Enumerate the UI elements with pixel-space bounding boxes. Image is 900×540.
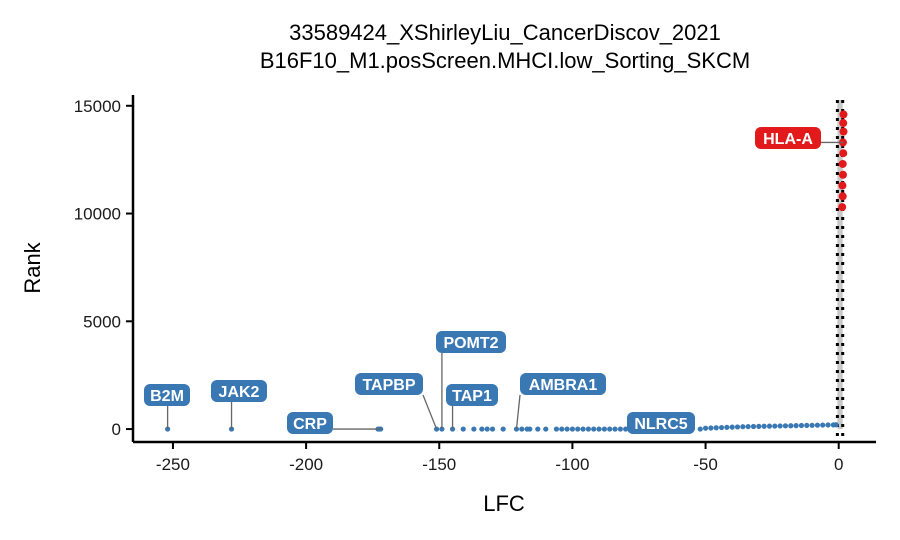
data-point-negative: [750, 423, 757, 430]
data-point-negative: [569, 426, 576, 432]
label-box: [446, 384, 498, 406]
data-point-negative: [489, 426, 496, 432]
data-point-negative: [607, 426, 613, 432]
data-point-negative: [702, 425, 709, 431]
y-tick-label: 15000: [74, 97, 121, 116]
data-point-negative: [777, 423, 783, 429]
data-point-negative: [724, 424, 730, 430]
data-point-negative: [484, 426, 490, 432]
data-point-negative: [519, 426, 525, 432]
data-point-negative: [825, 422, 831, 428]
y-axis-title: Rank: [20, 241, 45, 293]
x-tick-label: -250: [156, 455, 190, 474]
data-point-positive: [838, 203, 847, 212]
data-point-negative: [761, 423, 767, 429]
data-point-negative: [559, 426, 565, 432]
label-box: [755, 127, 821, 149]
point-label: TAPBP: [362, 377, 415, 394]
label-box: [436, 331, 506, 353]
x-tick-label: -150: [422, 455, 456, 474]
label-box: [520, 373, 606, 395]
data-point-negative: [697, 426, 703, 432]
data-point-negative: [585, 426, 591, 432]
point-label: JAK2: [219, 384, 260, 401]
data-point-negative: [734, 424, 741, 430]
data-point-positive: [839, 110, 848, 119]
data-point-negative: [596, 426, 602, 432]
point-label: HLA-A: [763, 131, 813, 148]
data-point-negative: [756, 423, 762, 429]
cutoff-band: [837, 100, 843, 430]
data-point-negative: [745, 423, 751, 430]
data-point-negative: [772, 423, 778, 429]
data-point-negative: [535, 426, 541, 432]
x-tick-label: -200: [289, 455, 323, 474]
label-connector: [515, 394, 521, 430]
data-point-negative: [713, 425, 719, 431]
data-point-negative: [460, 426, 466, 432]
data-point-negative: [814, 422, 821, 428]
label-box: [355, 373, 423, 395]
data-point-negative: [500, 426, 506, 432]
data-point-negative: [793, 423, 799, 429]
data-point-negative: [718, 424, 725, 431]
data-point-negative: [804, 422, 810, 429]
data-point-negative: [788, 423, 794, 429]
data-point-negative: [782, 423, 789, 429]
data-point-negative: [601, 426, 607, 432]
point-label: POMT2: [443, 335, 498, 352]
data-point-positive: [839, 149, 848, 158]
data-point-positive: [838, 181, 847, 190]
x-tick-label: -100: [555, 455, 589, 474]
data-point-positive: [839, 119, 848, 128]
label-box: [211, 380, 267, 402]
point-label: TAP1: [452, 388, 492, 405]
point-label: NLRC5: [634, 416, 687, 433]
data-point-negative: [766, 423, 773, 429]
data-point-negative: [798, 422, 805, 429]
data-point-negative: [729, 424, 735, 430]
label-connector: [422, 394, 438, 430]
data-point-negative: [623, 426, 629, 432]
x-axis-title: LFC: [483, 491, 525, 516]
label-box: [287, 412, 333, 434]
data-point-positive: [838, 159, 847, 168]
data-point-negative: [575, 426, 581, 432]
data-point-negative: [708, 425, 714, 431]
chart-title: 33589424_XShirleyLiu_CancerDiscov_2021: [289, 20, 721, 45]
data-point-negative: [527, 426, 533, 432]
data-point-negative: [479, 426, 485, 432]
x-tick-label: -50: [693, 455, 718, 474]
data-point-negative: [809, 422, 815, 428]
data-point-negative: [833, 422, 839, 428]
data-point-positive: [838, 192, 847, 201]
data-point-negative: [580, 426, 586, 432]
data-point-negative: [553, 426, 560, 432]
y-tick-label: 5000: [83, 312, 121, 331]
label-box: [144, 384, 190, 406]
data-point-positive: [838, 170, 847, 179]
data-point-negative: [820, 422, 826, 428]
data-point-negative: [543, 426, 549, 432]
data-point-negative: [591, 426, 597, 432]
data-point-negative: [612, 426, 618, 432]
point-label: CRP: [293, 416, 327, 433]
plot-area: 0 5000 10000 15000 -250 -200 -150 -100 -50 0 B2M JA…: [74, 95, 876, 474]
point-label: B2M: [150, 388, 184, 405]
label-box: [627, 412, 695, 434]
y-tick-label: 10000: [74, 205, 121, 224]
chart-subtitle: B16F10_M1.posScreen.MHCI.low_Sorting_SKC…: [260, 48, 750, 73]
data-point-negative: [564, 426, 570, 432]
data-point-negative: [740, 424, 746, 430]
x-tick-label: 0: [834, 455, 843, 474]
data-point-negative: [617, 426, 623, 432]
y-tick-label: 0: [112, 420, 121, 439]
data-point-positive: [839, 127, 848, 136]
point-label: AMBRA1: [529, 377, 598, 394]
data-point-negative: [471, 426, 477, 432]
